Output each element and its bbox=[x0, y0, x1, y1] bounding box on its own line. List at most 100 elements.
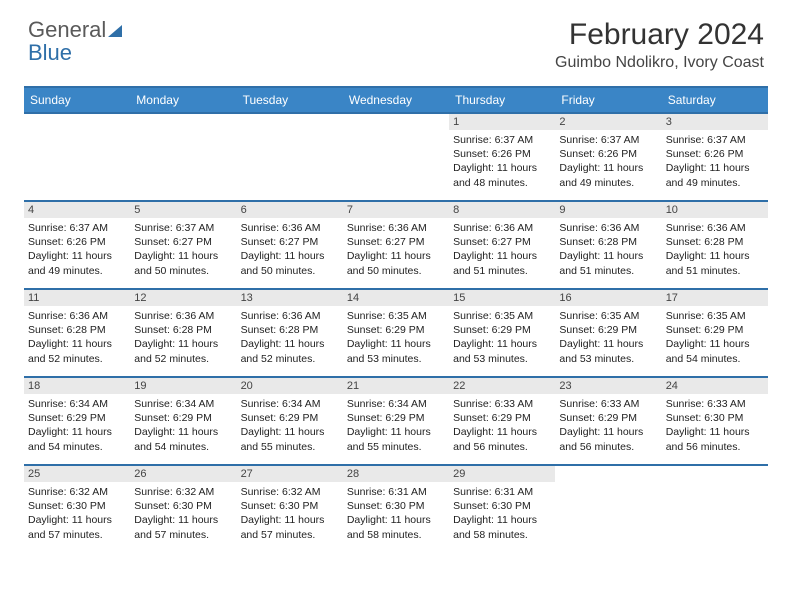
calendar-day-cell: 3Sunrise: 6:37 AMSunset: 6:26 PMDaylight… bbox=[662, 113, 768, 201]
sunrise-line: Sunrise: 6:37 AM bbox=[559, 133, 657, 147]
daylight-line: Daylight: 11 hours and 57 minutes. bbox=[28, 513, 126, 541]
daylight-line: Daylight: 11 hours and 54 minutes. bbox=[134, 425, 232, 453]
daylight-line: Daylight: 11 hours and 51 minutes. bbox=[453, 249, 551, 277]
daylight-line: Daylight: 11 hours and 49 minutes. bbox=[666, 161, 764, 189]
day-number: 17 bbox=[662, 290, 768, 306]
weekday-header: Saturday bbox=[662, 87, 768, 113]
calendar-day-cell: 25Sunrise: 6:32 AMSunset: 6:30 PMDayligh… bbox=[24, 465, 130, 553]
calendar-day-cell: 11Sunrise: 6:36 AMSunset: 6:28 PMDayligh… bbox=[24, 289, 130, 377]
daylight-line: Daylight: 11 hours and 52 minutes. bbox=[134, 337, 232, 365]
calendar-day-cell: 27Sunrise: 6:32 AMSunset: 6:30 PMDayligh… bbox=[237, 465, 343, 553]
calendar-day-cell: 21Sunrise: 6:34 AMSunset: 6:29 PMDayligh… bbox=[343, 377, 449, 465]
calendar-week-row: ....1Sunrise: 6:37 AMSunset: 6:26 PMDayl… bbox=[24, 113, 768, 201]
sunrise-line: Sunrise: 6:37 AM bbox=[134, 221, 232, 235]
brand-text-2: Blue bbox=[28, 40, 72, 65]
page-header: GeneralBlue February 2024 Guimbo Ndolikr… bbox=[0, 0, 792, 78]
daylight-line: Daylight: 11 hours and 53 minutes. bbox=[559, 337, 657, 365]
calendar-week-row: 11Sunrise: 6:36 AMSunset: 6:28 PMDayligh… bbox=[24, 289, 768, 377]
sunrise-line: Sunrise: 6:32 AM bbox=[134, 485, 232, 499]
calendar-day-cell: 24Sunrise: 6:33 AMSunset: 6:30 PMDayligh… bbox=[662, 377, 768, 465]
daylight-line: Daylight: 11 hours and 54 minutes. bbox=[28, 425, 126, 453]
sunrise-line: Sunrise: 6:35 AM bbox=[559, 309, 657, 323]
daylight-line: Daylight: 11 hours and 55 minutes. bbox=[241, 425, 339, 453]
sunset-line: Sunset: 6:29 PM bbox=[347, 323, 445, 337]
sunrise-line: Sunrise: 6:32 AM bbox=[28, 485, 126, 499]
day-number: 21 bbox=[343, 378, 449, 394]
sunrise-line: Sunrise: 6:31 AM bbox=[453, 485, 551, 499]
sunrise-line: Sunrise: 6:34 AM bbox=[241, 397, 339, 411]
sunset-line: Sunset: 6:30 PM bbox=[666, 411, 764, 425]
weekday-header: Sunday bbox=[24, 87, 130, 113]
daylight-line: Daylight: 11 hours and 53 minutes. bbox=[347, 337, 445, 365]
sunset-line: Sunset: 6:29 PM bbox=[453, 411, 551, 425]
calendar-day-cell: . bbox=[130, 113, 236, 201]
calendar-day-cell: 14Sunrise: 6:35 AMSunset: 6:29 PMDayligh… bbox=[343, 289, 449, 377]
weekday-header: Tuesday bbox=[237, 87, 343, 113]
sunrise-line: Sunrise: 6:37 AM bbox=[666, 133, 764, 147]
brand-text-1: General bbox=[28, 17, 106, 42]
day-number: 10 bbox=[662, 202, 768, 218]
sunset-line: Sunset: 6:28 PM bbox=[241, 323, 339, 337]
calendar-day-cell: . bbox=[237, 113, 343, 201]
daylight-line: Daylight: 11 hours and 51 minutes. bbox=[559, 249, 657, 277]
daylight-line: Daylight: 11 hours and 50 minutes. bbox=[347, 249, 445, 277]
calendar-day-cell: 23Sunrise: 6:33 AMSunset: 6:29 PMDayligh… bbox=[555, 377, 661, 465]
sunset-line: Sunset: 6:27 PM bbox=[453, 235, 551, 249]
calendar-day-cell: 29Sunrise: 6:31 AMSunset: 6:30 PMDayligh… bbox=[449, 465, 555, 553]
sunset-line: Sunset: 6:29 PM bbox=[559, 323, 657, 337]
sunrise-line: Sunrise: 6:32 AM bbox=[241, 485, 339, 499]
sunset-line: Sunset: 6:30 PM bbox=[134, 499, 232, 513]
day-number: 20 bbox=[237, 378, 343, 394]
day-number: 24 bbox=[662, 378, 768, 394]
daylight-line: Daylight: 11 hours and 56 minutes. bbox=[453, 425, 551, 453]
daylight-line: Daylight: 11 hours and 50 minutes. bbox=[241, 249, 339, 277]
day-number: 2 bbox=[555, 114, 661, 130]
daylight-line: Daylight: 11 hours and 58 minutes. bbox=[453, 513, 551, 541]
daylight-line: Daylight: 11 hours and 49 minutes. bbox=[28, 249, 126, 277]
calendar-week-row: 25Sunrise: 6:32 AMSunset: 6:30 PMDayligh… bbox=[24, 465, 768, 553]
calendar-day-cell: . bbox=[662, 465, 768, 553]
title-block: February 2024 Guimbo Ndolikro, Ivory Coa… bbox=[555, 18, 764, 72]
sunset-line: Sunset: 6:28 PM bbox=[134, 323, 232, 337]
weekday-header: Friday bbox=[555, 87, 661, 113]
sunrise-line: Sunrise: 6:33 AM bbox=[559, 397, 657, 411]
sunrise-line: Sunrise: 6:34 AM bbox=[134, 397, 232, 411]
day-number: 25 bbox=[24, 466, 130, 482]
calendar-day-cell: . bbox=[24, 113, 130, 201]
sunrise-line: Sunrise: 6:34 AM bbox=[28, 397, 126, 411]
day-number: 9 bbox=[555, 202, 661, 218]
day-number: 13 bbox=[237, 290, 343, 306]
day-number: 18 bbox=[24, 378, 130, 394]
sunset-line: Sunset: 6:29 PM bbox=[241, 411, 339, 425]
sunrise-line: Sunrise: 6:36 AM bbox=[347, 221, 445, 235]
calendar-day-cell: 15Sunrise: 6:35 AMSunset: 6:29 PMDayligh… bbox=[449, 289, 555, 377]
sunset-line: Sunset: 6:27 PM bbox=[241, 235, 339, 249]
calendar-table: SundayMondayTuesdayWednesdayThursdayFrid… bbox=[24, 86, 768, 553]
calendar-day-cell: 16Sunrise: 6:35 AMSunset: 6:29 PMDayligh… bbox=[555, 289, 661, 377]
month-title: February 2024 bbox=[555, 18, 764, 52]
daylight-line: Daylight: 11 hours and 57 minutes. bbox=[241, 513, 339, 541]
sunset-line: Sunset: 6:28 PM bbox=[559, 235, 657, 249]
day-number: 12 bbox=[130, 290, 236, 306]
calendar-day-cell: 6Sunrise: 6:36 AMSunset: 6:27 PMDaylight… bbox=[237, 201, 343, 289]
weekday-header: Thursday bbox=[449, 87, 555, 113]
sunrise-line: Sunrise: 6:36 AM bbox=[28, 309, 126, 323]
calendar-week-row: 18Sunrise: 6:34 AMSunset: 6:29 PMDayligh… bbox=[24, 377, 768, 465]
sunset-line: Sunset: 6:29 PM bbox=[666, 323, 764, 337]
sunset-line: Sunset: 6:27 PM bbox=[134, 235, 232, 249]
calendar-day-cell: 1Sunrise: 6:37 AMSunset: 6:26 PMDaylight… bbox=[449, 113, 555, 201]
sunrise-line: Sunrise: 6:34 AM bbox=[347, 397, 445, 411]
day-number: 3 bbox=[662, 114, 768, 130]
daylight-line: Daylight: 11 hours and 49 minutes. bbox=[559, 161, 657, 189]
sunrise-line: Sunrise: 6:36 AM bbox=[453, 221, 551, 235]
sunset-line: Sunset: 6:29 PM bbox=[453, 323, 551, 337]
calendar-body: .... 1Sunrise: 6:37 AMSunset: 6:26 PMDayl… bbox=[24, 113, 768, 553]
location-subtitle: Guimbo Ndolikro, Ivory Coast bbox=[555, 54, 764, 72]
calendar-day-cell: 9Sunrise: 6:36 AMSunset: 6:28 PMDaylight… bbox=[555, 201, 661, 289]
calendar-day-cell: 7Sunrise: 6:36 AMSunset: 6:27 PMDaylight… bbox=[343, 201, 449, 289]
sunrise-line: Sunrise: 6:33 AM bbox=[453, 397, 551, 411]
sunset-line: Sunset: 6:28 PM bbox=[28, 323, 126, 337]
calendar-day-cell: . bbox=[555, 465, 661, 553]
calendar-day-cell: 28Sunrise: 6:31 AMSunset: 6:30 PMDayligh… bbox=[343, 465, 449, 553]
daylight-line: Daylight: 11 hours and 56 minutes. bbox=[666, 425, 764, 453]
